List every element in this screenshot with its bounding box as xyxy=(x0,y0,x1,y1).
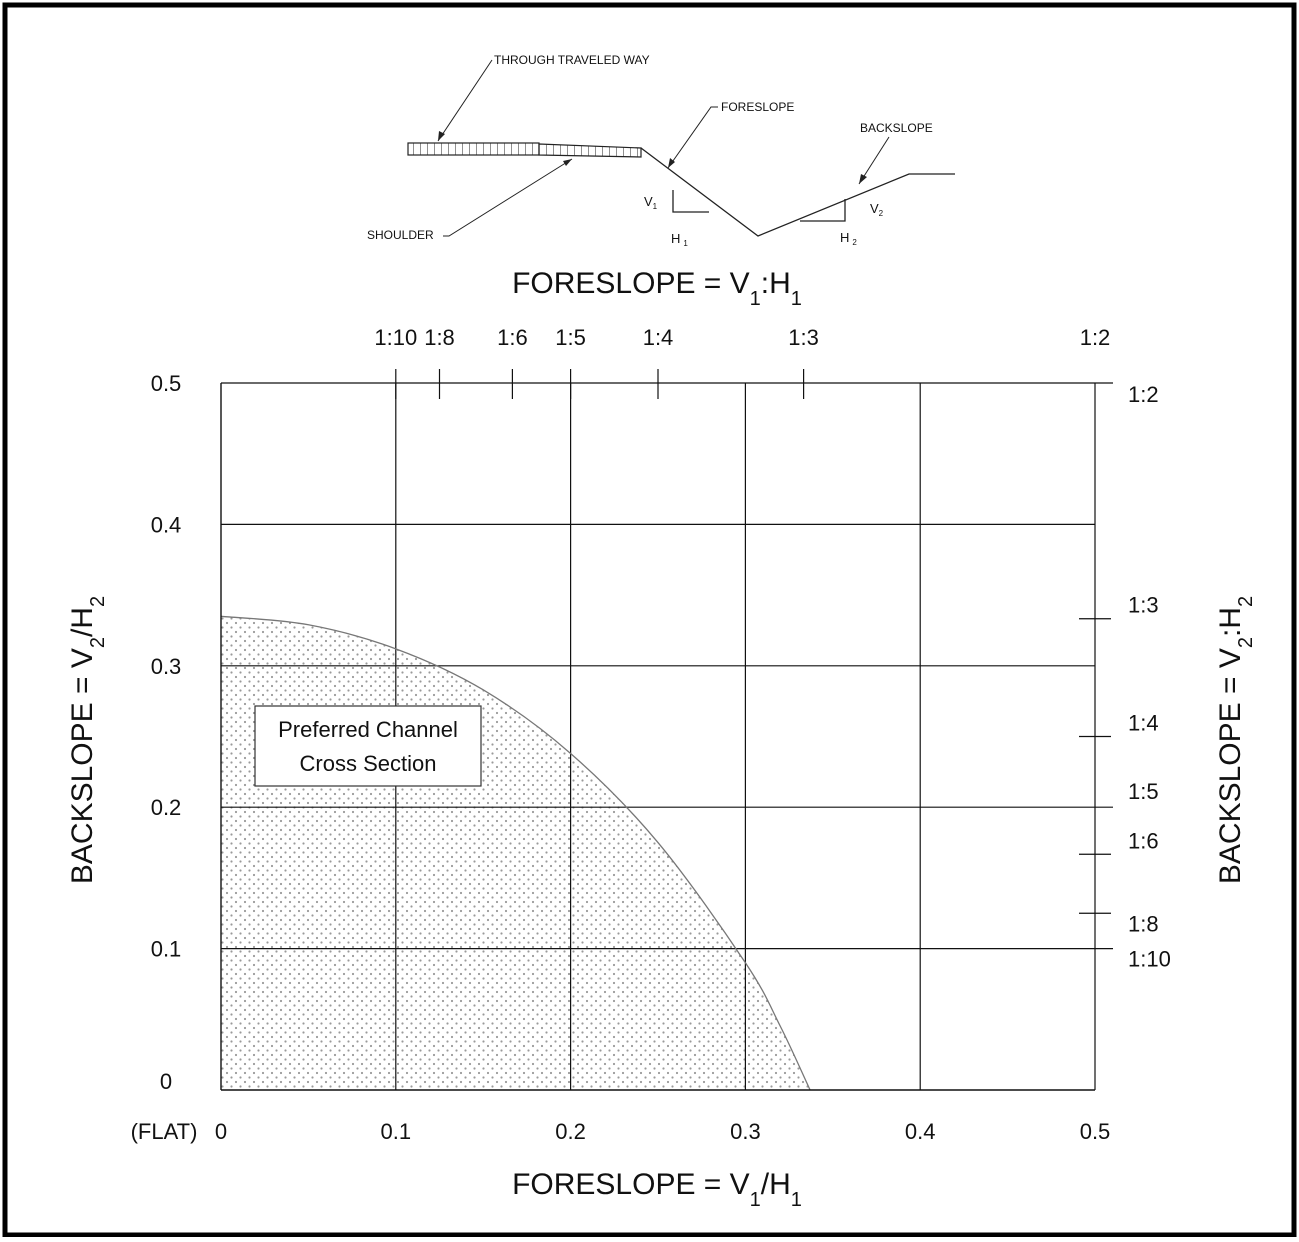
y-tick-label: 0.1 xyxy=(151,937,182,962)
y-tick-label: 0.4 xyxy=(151,512,182,537)
v1-label: V1 xyxy=(644,194,658,211)
foreslope-ratio-indicator xyxy=(672,190,709,213)
top-ratio-tick-label: 1:2 xyxy=(1080,325,1111,350)
ground-profile xyxy=(640,147,955,237)
x-tick-label: 0.1 xyxy=(381,1119,412,1144)
arrowhead-icon xyxy=(563,159,572,166)
y-tick-label: 0 xyxy=(160,1069,172,1094)
arrowhead-icon xyxy=(859,174,867,184)
arrowhead-icon xyxy=(438,131,445,141)
right-ratio-tick-label: 1:4 xyxy=(1128,711,1159,736)
y-axis-ticks: 0 0.1 0.2 0.3 0.4 0.5 xyxy=(151,371,182,1094)
x-tick-label: 0.4 xyxy=(905,1119,936,1144)
top-ratio-tick-label: 1:3 xyxy=(788,325,819,350)
top-ratio-tick-label: 1:8 xyxy=(424,325,455,350)
right-ratio-tick-label: 1:8 xyxy=(1128,911,1159,936)
x-axis-ticks: 0 0.1 0.2 0.3 0.4 0.5 xyxy=(215,1119,1110,1144)
region-label-line2: Cross Section xyxy=(300,751,437,776)
slope-chart: 1:10 1:8 1:6 1:5 1:4 1:3 1:2 1:21:31:41:51:61:… xyxy=(66,267,1257,1211)
arrowhead-icon xyxy=(668,158,675,168)
traveled-way-leader xyxy=(437,59,493,142)
top-ratio-tick-label: 1:4 xyxy=(643,325,674,350)
top-ratio-axis: 1:10 1:8 1:6 1:5 1:4 1:3 1:2 xyxy=(374,325,1110,399)
region-label-line1: Preferred Channel xyxy=(278,717,458,742)
right-ratio-tick-label: 1:10 xyxy=(1128,947,1171,972)
right-ratio-tick-label: 1:5 xyxy=(1128,779,1159,804)
y-tick-label: 0.3 xyxy=(151,654,182,679)
right-ratio-tick-label: 1:2 xyxy=(1128,382,1159,407)
y-axis-title-right: BACKSLOPE = V2:H2 xyxy=(1214,596,1257,884)
x-tick-label: 0.5 xyxy=(1080,1119,1111,1144)
shoulder-leader xyxy=(443,158,573,237)
x-origin-note: (FLAT) xyxy=(131,1119,198,1144)
through-traveled-way-label: THROUGH TRAVELED WAY xyxy=(494,53,650,67)
top-ratio-tick-label: 1:6 xyxy=(497,325,528,350)
right-ratio-tick-label: 1:3 xyxy=(1128,593,1159,618)
cross-section-diagram: THROUGH TRAVELED WAY FORESLOPE BACKSLOPE… xyxy=(367,53,955,248)
v2-label: V2 xyxy=(870,201,884,218)
backslope-diagram-label: BACKSLOPE xyxy=(860,121,933,135)
x-axis-title: FORESLOPE = V1/H1 xyxy=(512,1168,802,1211)
top-ratio-tick-label: 1:10 xyxy=(374,325,417,350)
foreslope-leader xyxy=(667,106,718,169)
preferred-region-fill xyxy=(221,616,811,1090)
foreslope-diagram-label: FORESLOPE xyxy=(721,100,794,114)
x-tick-label: 0.3 xyxy=(730,1119,761,1144)
y-tick-label: 0.5 xyxy=(151,371,182,396)
right-ratio-axis: 1:2 1:3 1:4 1:5 1:6 1:8 1:10 xyxy=(1079,382,1171,972)
x-tick-label: 0.2 xyxy=(555,1119,586,1144)
y-tick-label: 0.2 xyxy=(151,795,182,820)
backslope-ratio-indicator xyxy=(800,199,846,222)
x-tick-label: 0 xyxy=(215,1119,227,1144)
traveled-way-block xyxy=(407,142,540,156)
preferred-boundary-curve xyxy=(220,615,811,1091)
chart-title: FORESLOPE = V1:H1 xyxy=(512,267,802,310)
y-axis-title-left: BACKSLOPE = V2/H2 xyxy=(66,596,109,884)
region-label-box xyxy=(254,705,482,787)
shoulder-label: SHOULDER xyxy=(367,228,434,242)
top-ratio-tick-label: 1:5 xyxy=(555,325,586,350)
right-ratio-tick-label: 1:6 xyxy=(1128,828,1159,853)
shoulder-block xyxy=(538,143,642,158)
